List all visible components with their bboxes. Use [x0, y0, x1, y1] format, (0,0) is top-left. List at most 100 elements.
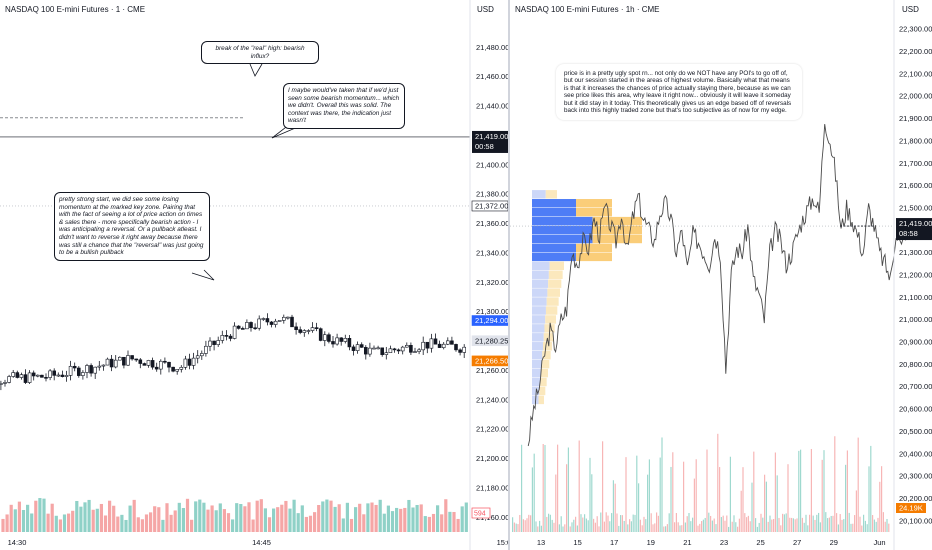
bear-candle: [454, 344, 458, 351]
bull-candle: [429, 338, 434, 349]
volume-bar: [198, 499, 202, 532]
volume-bar: [593, 518, 595, 532]
volume-bar: [564, 524, 566, 532]
volume-profile-buy: [532, 234, 593, 244]
volume-bar: [722, 515, 724, 532]
bull-candle: [105, 358, 110, 366]
volume-bar: [591, 474, 593, 532]
bear-candle: [224, 335, 229, 337]
volume-bar: [609, 521, 611, 532]
volume-bar: [71, 510, 75, 532]
volume-bar: [785, 513, 787, 532]
volume-bar: [765, 481, 767, 532]
volume-bar: [460, 506, 464, 532]
countdown-label: 08:58: [899, 229, 918, 238]
left-chart-canvas[interactable]: 21,160.00 21,180.00 21,200.00 21,220.00 21,2…: [0, 0, 508, 550]
bear-candle: [269, 321, 274, 325]
right-chart-title: NASDAQ 100 E-mini Futures · 1h · CME: [515, 5, 660, 14]
volume-bar: [859, 516, 861, 532]
bear-candle: [425, 341, 430, 349]
bull-candle: [335, 337, 339, 345]
y-tick-label: 21,160.00: [476, 513, 508, 522]
bull-candle: [372, 347, 376, 350]
volume-bar: [611, 513, 613, 532]
volume-bar: [235, 503, 239, 532]
right-chart-panel[interactable]: 20,100.00 20,200.00 20,300.00 20,400.00 20,5…: [510, 0, 932, 550]
y-tick-label: 21,200.00: [899, 271, 932, 280]
volume-bar: [218, 503, 222, 532]
x-tick-label: 14:45: [252, 538, 271, 547]
volume-bar: [528, 514, 530, 532]
volume-bar: [803, 522, 805, 532]
bear-candle: [154, 366, 159, 370]
bear-candle: [72, 365, 77, 369]
volume-bar: [737, 526, 739, 532]
volume-bar: [571, 522, 573, 532]
bear-candle: [314, 327, 319, 329]
bull-candle: [343, 338, 348, 342]
volume-profile-sell: [592, 216, 642, 226]
volume-bar: [866, 524, 868, 532]
volume-bar: [873, 519, 875, 532]
bull-candle: [413, 351, 417, 353]
volume-bar: [87, 499, 91, 532]
volume-bar: [864, 520, 866, 532]
bear-candle: [298, 329, 303, 333]
volume-profile-buy: [532, 190, 546, 199]
volume-bar: [773, 519, 775, 532]
left-chart-panel[interactable]: 21,160.00 21,180.00 21,200.00 21,220.00 21,2…: [0, 0, 508, 550]
volume-bar: [875, 521, 877, 532]
volume-profile-buy: [532, 333, 544, 342]
volume-bar: [756, 526, 758, 532]
volume-bar: [140, 519, 144, 532]
price-label: 21,419.00: [899, 219, 932, 228]
left-chart-title: NASDAQ 100 E-mini Futures · 1 · CME: [5, 5, 146, 14]
volume-bar: [801, 517, 803, 532]
price-label-box: [472, 130, 508, 153]
bear-candle: [134, 358, 138, 361]
y-tick-label: 21,700.00: [899, 159, 932, 168]
volume-bar: [632, 514, 634, 532]
volume-bar: [886, 518, 888, 532]
volume-bar: [58, 519, 62, 532]
volume-bar: [515, 523, 517, 532]
bull-candle: [204, 345, 208, 354]
bull-candle: [7, 376, 11, 383]
volume-bar: [553, 522, 555, 532]
right-chart-canvas[interactable]: 20,100.00 20,200.00 20,300.00 20,400.00 20,5…: [510, 0, 932, 550]
volume-bar: [789, 517, 791, 532]
volume-bar: [436, 505, 440, 532]
volume-bar: [792, 518, 794, 532]
volume-bar: [654, 523, 656, 532]
volume-bar: [693, 478, 695, 532]
note-pointer: [191, 269, 215, 281]
volume-bar: [202, 502, 206, 532]
volume-bar: [378, 499, 382, 532]
price-tag: [471, 315, 508, 326]
bull-candle: [126, 355, 130, 366]
volume-bar: [839, 514, 841, 532]
volume-bar: [776, 475, 778, 532]
volume-bar: [742, 467, 744, 532]
volume-bar: [288, 508, 292, 532]
volume-bar: [67, 513, 71, 532]
x-tick-label: 25: [756, 538, 764, 547]
bull-candle: [257, 318, 262, 329]
bear-candle: [167, 361, 171, 368]
bull-candle: [462, 346, 467, 353]
volume-bar: [746, 517, 748, 532]
bull-candle: [183, 358, 188, 368]
volume-bar: [674, 522, 676, 532]
volume-bar: [345, 502, 349, 532]
volume-bar: [830, 515, 832, 532]
volume-profile-sell: [547, 288, 560, 297]
panel-divider[interactable]: [508, 0, 510, 550]
volume-bar: [686, 516, 688, 532]
volume-bar: [21, 509, 26, 532]
bull-candle: [441, 343, 446, 348]
volume-profile-buy: [532, 207, 576, 217]
bear-candle: [109, 358, 114, 368]
note-bearish-momentum: I maybe would've taken that if we'd just…: [283, 83, 405, 129]
volume-bar: [214, 510, 218, 532]
volume-bar: [524, 520, 526, 532]
